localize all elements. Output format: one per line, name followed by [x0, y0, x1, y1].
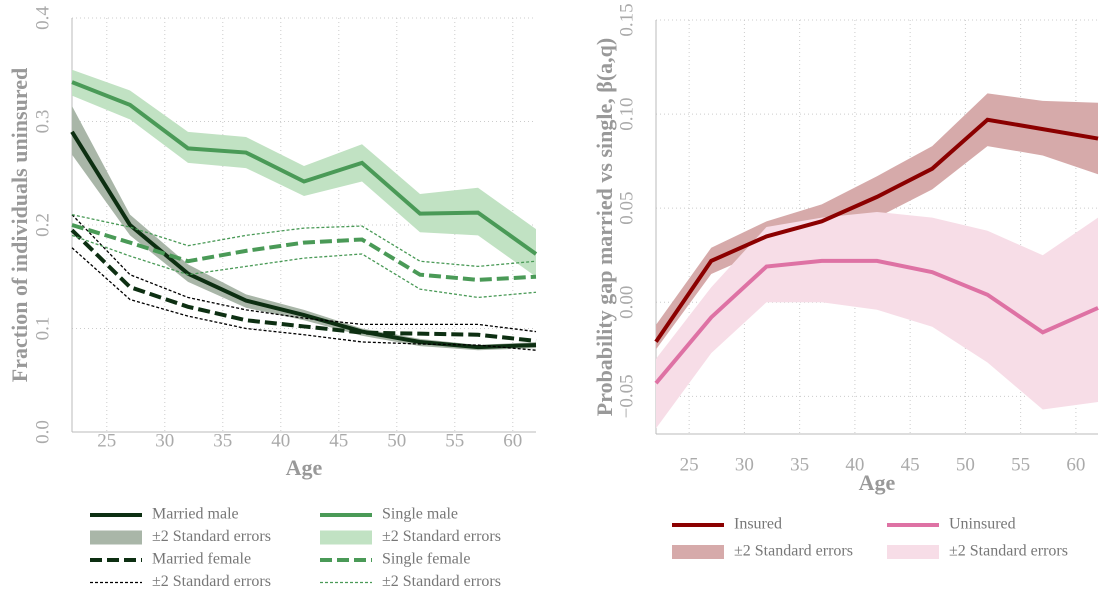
- y-tick-label: 0.00: [616, 286, 637, 319]
- series-line: [654, 117, 1099, 343]
- y-tick-label: 0.1: [32, 317, 53, 341]
- error-line: [71, 247, 537, 351]
- legend-swatch: [320, 530, 372, 545]
- legend-label: Married female: [152, 551, 251, 568]
- legend-label: Single male: [382, 506, 458, 523]
- x-tick-label: 60: [1066, 454, 1085, 475]
- legend-label: ±2 Standard errors: [382, 528, 501, 545]
- legend-label: Single female: [382, 551, 470, 568]
- x-tick-label: 50: [387, 430, 406, 451]
- legend-swatch: [672, 545, 724, 559]
- legend-label: ±2 Standard errors: [734, 543, 853, 560]
- legend-label: Uninsured: [949, 516, 1016, 533]
- x-tick-label: 25: [97, 430, 116, 451]
- legend-label: ±2 Standard errors: [152, 573, 271, 590]
- x-tick-label: 45: [901, 454, 920, 475]
- x-tick-label: 55: [1011, 454, 1030, 475]
- legend: Married male ±2 Standard errors Single mal…: [90, 506, 501, 590]
- x-tick-label: 40: [271, 430, 290, 451]
- error-line: [71, 234, 537, 299]
- x-tick-label: 60: [503, 430, 522, 451]
- y-tick-label: 0.15: [616, 3, 637, 36]
- x-tick-label: 35: [790, 454, 809, 475]
- series-line: [71, 80, 538, 256]
- x-tick-label: 30: [155, 430, 174, 451]
- legend-label: Insured: [734, 516, 782, 533]
- x-axis-title: Age: [286, 455, 323, 480]
- series-line: [71, 223, 537, 282]
- series-line: [654, 258, 1099, 385]
- y-tick-label: 0.10: [616, 97, 637, 130]
- x-tick-label: 25: [680, 454, 699, 475]
- error-band: [72, 69, 536, 277]
- x-tick-label: 40: [845, 454, 864, 475]
- y-axis-title: Probability gap married vs single, β(a,q…: [592, 38, 617, 416]
- y-tick-label: 0.3: [32, 110, 53, 134]
- y-tick-label: 0.05: [616, 192, 637, 225]
- legend: Insured ±2 Standard errors Uninsured ±2 Sta…: [672, 516, 1068, 560]
- x-tick-label: 50: [956, 454, 975, 475]
- legend-label: ±2 Standard errors: [382, 573, 501, 590]
- legend-label: ±2 Standard errors: [152, 528, 271, 545]
- legend-swatch: [887, 545, 939, 559]
- y-tick-label: 0.2: [32, 213, 53, 237]
- series-line: [70, 130, 537, 350]
- x-axis-title: Age: [859, 470, 896, 495]
- y-tick-label: 0.4: [32, 6, 53, 30]
- error-band: [656, 93, 1098, 350]
- legend-label: Married male: [152, 506, 239, 523]
- legend-swatch: [90, 530, 142, 545]
- error-line: [71, 214, 537, 268]
- x-tick-label: 45: [329, 430, 348, 451]
- y-axis-title: Fraction of individuals uninsured: [7, 68, 32, 382]
- x-tick-label: 55: [445, 430, 464, 451]
- legend-label: ±2 Standard errors: [949, 543, 1068, 560]
- y-tick-label: −0.05: [616, 374, 637, 418]
- x-tick-label: 35: [213, 430, 232, 451]
- x-tick-label: 30: [735, 454, 754, 475]
- y-tick-label: 0.0: [32, 420, 53, 444]
- series-line: [70, 228, 537, 343]
